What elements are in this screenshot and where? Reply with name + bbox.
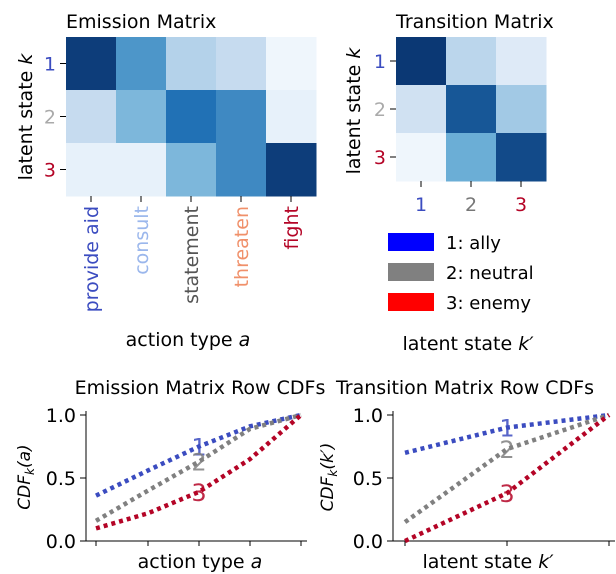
y-tick-label: 0.5 (46, 468, 76, 490)
x-tick-label: 1 (415, 194, 427, 216)
legend-swatch (388, 263, 434, 281)
transition-cdf-axes: 0.0 0.5 1.0 (353, 405, 615, 553)
x-tick-label: threaten (231, 206, 253, 287)
y-tick-label: 3 (374, 147, 386, 169)
heatmap-cell (446, 37, 497, 86)
cdf-series-label: 2 (499, 436, 514, 464)
y-tick-label: 0.0 (353, 531, 383, 553)
cdf-line-series-2 (94, 412, 302, 523)
y-tick-label: 1 (44, 54, 56, 76)
cdf-series-label: 3 (191, 479, 206, 507)
transition-heatmap-xlabel: latent state k′ (402, 333, 534, 355)
transition-cdf-lines: 12 3 (403, 412, 611, 544)
emission-heatmap-ylabel: latent state k (15, 53, 37, 181)
heatmap-cell (496, 133, 547, 182)
heatmap-cell (446, 133, 497, 182)
heatmap-cell (496, 85, 547, 134)
emission-cdf-panel: Emission Matrix Row CDFs 0.0 0.5 1.0 123 C… (15, 377, 325, 573)
heatmap-cell (66, 37, 117, 91)
transition-cdf-xlabel: latent state k′ (422, 551, 554, 573)
legend-swatch (388, 233, 434, 251)
transition-heatmap-panel: Transition Matrix 1 2 3 1 2 3 latent state k… (343, 11, 554, 355)
heatmap-cell (266, 90, 317, 144)
y-tick-label: 0.5 (353, 468, 383, 490)
heatmap-cell (166, 90, 217, 144)
heatmap-cell (66, 90, 117, 144)
heatmap-cell (116, 90, 167, 144)
x-tick-label: 3 (515, 194, 527, 216)
heatmap-cell (496, 37, 547, 86)
heatmap-cell (396, 85, 447, 134)
heatmap-cell (396, 37, 447, 86)
transition-cdf-title: Transition Matrix Row CDFs (335, 377, 594, 399)
emission-cdf-xlabel: action type a (138, 551, 263, 573)
y-tick-label: 0.0 (46, 531, 76, 553)
heatmap-cell (166, 37, 217, 91)
emission-heatmap-panel: Emission Matrix provide aid consult statem… (15, 11, 317, 351)
transition-cdf-panel: Transition Matrix Row CDFs 0.0 0.5 1.0 12 3… (318, 377, 615, 573)
y-tick-label: 2 (44, 107, 56, 129)
heatmap-cell (216, 90, 267, 144)
cdf-series-label: 2 (191, 449, 206, 477)
heatmap-cell (216, 37, 267, 91)
emission-heatmap-title: Emission Matrix (66, 11, 216, 33)
heatmap-cell (166, 143, 217, 197)
transition-heatmap-title: Transition Matrix (395, 11, 554, 33)
transition-cdf-ylabel: CDFk(k′) (318, 443, 340, 512)
legend-swatch (388, 293, 434, 311)
emission-heatmap-xlabel: action type a (126, 329, 251, 351)
y-tick-label: 1 (374, 51, 386, 73)
cdf-line-series-1 (404, 412, 610, 455)
heatmap-cell (66, 143, 117, 197)
x-tick-label: 2 (465, 194, 477, 216)
y-tick-label: 1.0 (353, 405, 383, 427)
legend-label: 3: enemy (446, 293, 531, 314)
transition-heatmap-ylabel: latent state k (343, 47, 365, 175)
heatmap-cell (116, 143, 167, 197)
cdf-line-series-3 (404, 413, 611, 544)
heatmap-cell (116, 37, 167, 91)
emission-y-ticks: 1 2 3 (44, 54, 66, 182)
emission-heatmap-cells (66, 37, 317, 197)
heatmap-cell (266, 37, 317, 91)
x-tick-label: fight (281, 206, 303, 250)
cdf-line-series-3 (95, 413, 303, 531)
latent-state-legend: 1: ally 2: neutral 3: enemy (388, 233, 534, 314)
heatmap-cell (446, 85, 497, 134)
transition-y-ticks: 1 2 3 (374, 51, 396, 169)
x-tick-label: statement (181, 206, 203, 304)
x-tick-label: consult (131, 206, 153, 275)
heatmap-cell (216, 143, 267, 197)
cdf-series-label: 1 (499, 415, 514, 443)
heatmap-cell (266, 143, 317, 197)
heatmap-cell (396, 133, 447, 182)
emission-cdf-ylabel: CDFk(a) (15, 444, 37, 509)
emission-x-ticks: provide aid consult statement threaten fight (81, 196, 303, 312)
cdf-series-label: 1 (191, 434, 206, 462)
legend-label: 2: neutral (446, 263, 534, 284)
cdf-series-label: 3 (499, 480, 514, 508)
y-tick-label: 3 (44, 160, 56, 182)
transition-x-ticks: 1 2 3 (415, 181, 527, 216)
emission-cdf-title: Emission Matrix Row CDFs (75, 377, 326, 399)
emission-cdf-axes: 0.0 0.5 1.0 (46, 405, 307, 553)
y-tick-label: 2 (374, 99, 386, 121)
emission-cdf-lines: 123 (94, 412, 303, 531)
y-tick-label: 1.0 (46, 405, 76, 427)
legend-label: 1: ally (446, 233, 501, 254)
transition-heatmap-cells (396, 37, 547, 182)
x-tick-label: provide aid (81, 206, 103, 312)
